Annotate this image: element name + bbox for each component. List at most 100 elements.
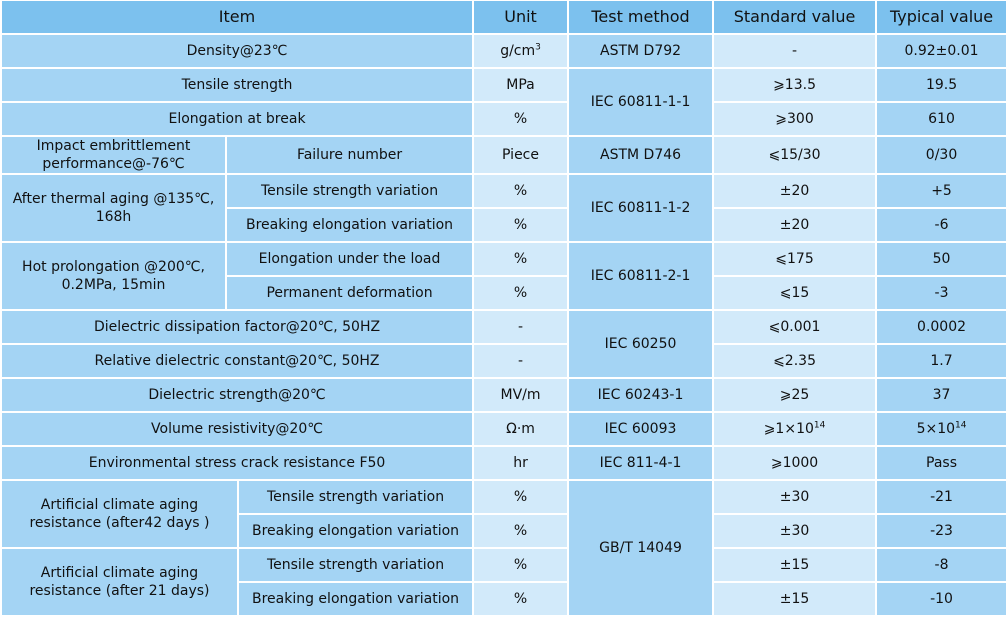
table-row: Dielectric dissipation factor@20℃, 50HZ -… xyxy=(2,311,1007,377)
table-row: Permanent deformation% ⩽15 -3 xyxy=(2,277,1007,309)
table-cell: -8 xyxy=(877,549,1007,581)
table-cell: Artificial climate aging resistance (aft… xyxy=(2,481,237,547)
table-cell: IEC 60811-2-1 xyxy=(569,243,713,309)
table-cell: ±30 xyxy=(714,481,876,513)
table-cell: Elongation under the load xyxy=(227,243,473,275)
table-cell: Breaking elongation variation xyxy=(227,209,473,241)
table-cell: ⩽15 xyxy=(714,277,876,309)
table-row: Hot prolongation @200℃, 0.2MPa, 15min Elo… xyxy=(2,243,1007,309)
table-cell: ASTM D746 xyxy=(569,137,713,173)
table-cell: ⩾25 xyxy=(714,379,876,411)
table-cell: ⩾300 xyxy=(714,103,876,135)
table-cell: GB/T 14049 xyxy=(569,481,713,615)
table-cell: Breaking elongation variation xyxy=(239,515,473,547)
table-row: Dielectric strength@20℃ MV/m IEC 60243-1 ⩾2… xyxy=(2,379,1007,411)
table-cell: 19.5 xyxy=(877,69,1007,101)
table-cell: Artificial climate aging resistance (aft… xyxy=(2,549,237,615)
table-cell: -10 xyxy=(877,583,1007,615)
table-cell: % xyxy=(474,583,568,615)
table-cell: Environmental stress crack resistance F5… xyxy=(2,447,473,479)
table-cell: Tensile strength variation xyxy=(239,549,473,581)
table-cell: ±30 xyxy=(714,515,876,547)
table-row: Tensile strength MPa IEC 60811-1-1 ⩾13.5 19.… xyxy=(2,69,1007,135)
table-cell: Tensile strength variation xyxy=(239,481,473,513)
table-cell: 5×1014 xyxy=(877,413,1007,445)
table-row: Environmental stress crack resistance F5… xyxy=(2,447,1007,479)
table-cell: Elongation at break xyxy=(2,103,473,135)
table-row: Artificial climate aging resistance (aft… xyxy=(2,549,1007,615)
table-body: Density@23℃ g/cm3 ASTM D792-0.92±0.01 Tensi… xyxy=(2,35,1007,615)
table-cell: -21 xyxy=(877,481,1007,513)
table-cell: Hot prolongation @200℃, 0.2MPa, 15min xyxy=(2,243,225,309)
table-cell: MPa xyxy=(474,69,568,101)
table-cell: -6 xyxy=(877,209,1007,241)
table-cell: - xyxy=(474,311,568,343)
table-cell: ±15 xyxy=(714,549,876,581)
table-cell: % xyxy=(474,103,568,135)
table-cell: Volume resistivity@20℃ xyxy=(2,413,473,445)
table-cell: % xyxy=(474,277,568,309)
table-row: After thermal aging @135℃, 168h Tensile s… xyxy=(2,175,1007,241)
table-cell: +5 xyxy=(877,175,1007,207)
table-cell: 0/30 xyxy=(877,137,1007,173)
table-cell: Dielectric dissipation factor@20℃, 50HZ xyxy=(2,311,473,343)
superscript: 3 xyxy=(535,42,541,53)
table-cell: 50 xyxy=(877,243,1007,275)
table-cell: ±20 xyxy=(714,209,876,241)
table-row: Impact embrittlement performance@-76℃ Fai… xyxy=(2,137,1007,173)
table-cell: ⩽175 xyxy=(714,243,876,275)
table-cell: Impact embrittlement performance@-76℃ xyxy=(2,137,225,173)
table-cell: Tensile strength variation xyxy=(227,175,473,207)
header-cell: Unit xyxy=(474,1,568,33)
table-cell: ⩾13.5 xyxy=(714,69,876,101)
header-row: Item Unit Test method Standard value Typ… xyxy=(2,1,1007,33)
header-cell: Typical value xyxy=(877,1,1007,33)
table-cell: Failure number xyxy=(227,137,473,173)
table-cell: Breaking elongation variation xyxy=(239,583,473,615)
table-cell: 0.0002 xyxy=(877,311,1007,343)
table-cell: Permanent deformation xyxy=(227,277,473,309)
table-row: Breaking elongation variation% ±20 -6 xyxy=(2,209,1007,241)
table-cell: ⩾1×1014 xyxy=(714,413,876,445)
table-cell: - xyxy=(714,35,876,67)
header-cell: Item xyxy=(2,1,473,33)
table-cell: % xyxy=(474,209,568,241)
table-cell: 1.7 xyxy=(877,345,1007,377)
table-cell: Piece xyxy=(474,137,568,173)
table-cell: IEC 60243-1 xyxy=(569,379,713,411)
header-cell: Standard value xyxy=(714,1,876,33)
table-row: Relative dielectric constant@20℃, 50HZ - ⩽… xyxy=(2,345,1007,377)
table-cell: IEC 60093 xyxy=(569,413,713,445)
table-row: Volume resistivity@20℃ Ω·m IEC 60093 ⩾1×101… xyxy=(2,413,1007,445)
superscript: 14 xyxy=(955,420,967,431)
table-cell: ⩾1000 xyxy=(714,447,876,479)
table-cell: ⩽2.35 xyxy=(714,345,876,377)
table-cell: hr xyxy=(474,447,568,479)
cell-text: g/cm xyxy=(500,43,536,59)
header-cell: Test method xyxy=(569,1,713,33)
table-cell: % xyxy=(474,243,568,275)
table-cell: Tensile strength xyxy=(2,69,473,101)
table-cell: Pass xyxy=(877,447,1007,479)
table-cell: ⩽0.001 xyxy=(714,311,876,343)
table-cell: % xyxy=(474,515,568,547)
table-cell: ±20 xyxy=(714,175,876,207)
table-cell: -3 xyxy=(877,277,1007,309)
table-cell: ASTM D792 xyxy=(569,35,713,67)
table-cell: IEC 60250 xyxy=(569,311,713,377)
table-row: Density@23℃ g/cm3 ASTM D792-0.92±0.01 xyxy=(2,35,1007,67)
table-cell: % xyxy=(474,549,568,581)
table-cell: % xyxy=(474,175,568,207)
table-cell: % xyxy=(474,481,568,513)
table-cell: Density@23℃ xyxy=(2,35,473,67)
table-row: Artificial climate aging resistance (aft… xyxy=(2,481,1007,615)
table-row: Elongation at break% ⩾300 610 xyxy=(2,103,1007,135)
table-cell: IEC 60811-1-2 xyxy=(569,175,713,241)
table-cell: g/cm3 xyxy=(474,35,568,67)
table-cell: ±15 xyxy=(714,583,876,615)
table-cell: ⩽15/30 xyxy=(714,137,876,173)
cell-text: 5×10 xyxy=(916,421,956,437)
cell-text: ⩾1×10 xyxy=(763,421,814,437)
